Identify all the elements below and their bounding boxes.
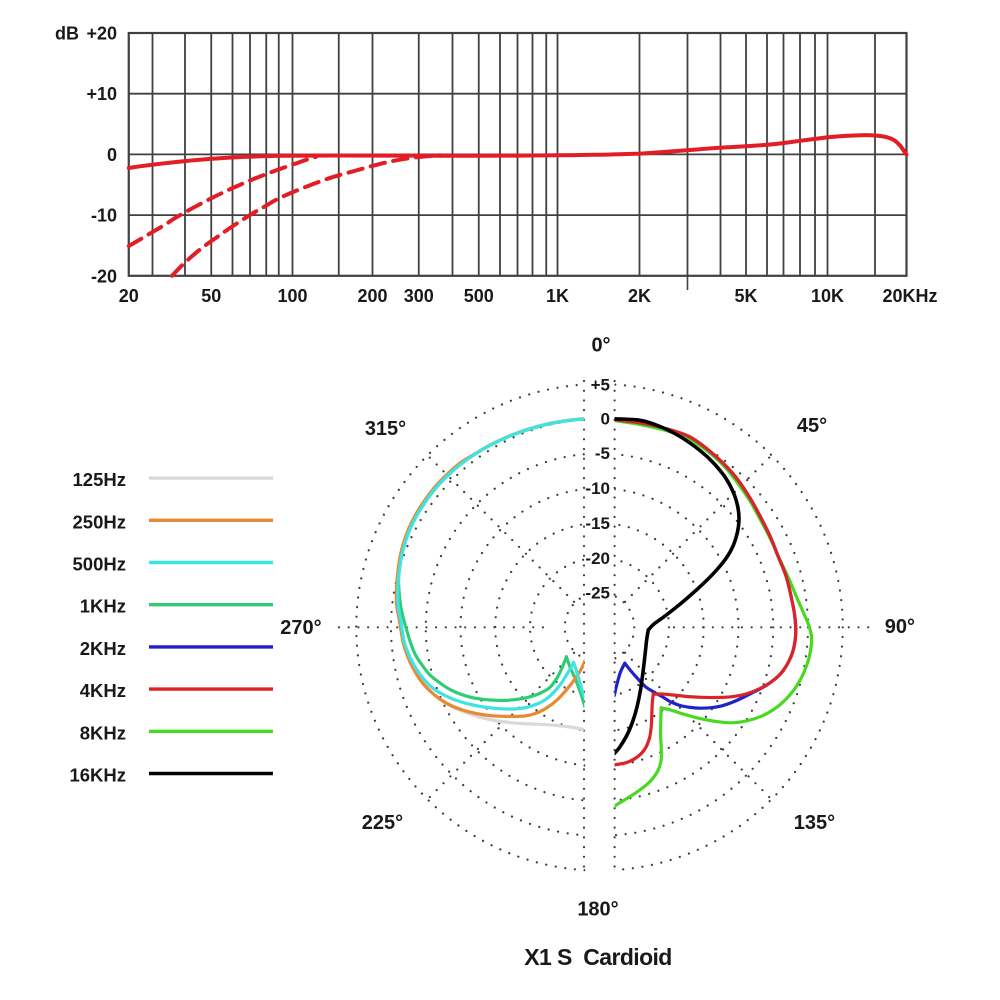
svg-text:20: 20 [119,286,139,306]
svg-text:90°: 90° [885,616,915,638]
svg-text:100: 100 [277,286,307,306]
svg-text:500Hz: 500Hz [73,554,126,575]
svg-text:10K: 10K [811,286,844,306]
svg-text:135°: 135° [794,812,835,834]
svg-text:0: 0 [601,410,610,429]
svg-text:X1 S Cardioid: X1 S Cardioid [524,944,672,970]
svg-text:1KHz: 1KHz [80,596,126,617]
svg-text:300: 300 [404,286,434,306]
svg-text:8KHz: 8KHz [80,722,126,743]
svg-text:16KHz: 16KHz [69,765,126,786]
svg-text:315°: 315° [365,418,406,440]
svg-text:125Hz: 125Hz [73,469,126,490]
svg-text:+10: +10 [86,84,117,104]
svg-text:dB: dB [55,24,79,44]
svg-text:0: 0 [107,145,117,165]
svg-text:-10: -10 [585,479,610,498]
svg-text:2KHz: 2KHz [80,638,126,659]
svg-text:+20: +20 [86,24,117,44]
svg-text:-20: -20 [585,549,610,568]
svg-text:180°: 180° [577,899,618,921]
svg-text:250Hz: 250Hz [73,511,126,532]
svg-text:200: 200 [357,286,387,306]
svg-text:45°: 45° [797,415,827,437]
svg-text:-15: -15 [585,514,610,533]
svg-text:-25: -25 [585,584,610,603]
svg-text:500: 500 [464,286,494,306]
svg-text:1K: 1K [546,286,569,306]
svg-text:-5: -5 [595,444,610,463]
svg-text:0°: 0° [591,335,610,357]
svg-text:-20: -20 [91,266,117,286]
svg-text:270°: 270° [280,617,321,639]
svg-text:50: 50 [201,286,221,306]
svg-text:+5: +5 [591,375,610,394]
svg-text:5K: 5K [734,286,757,306]
svg-text:4KHz: 4KHz [80,680,126,701]
svg-text:225°: 225° [362,812,403,834]
svg-text:2K: 2K [628,286,651,306]
svg-text:-10: -10 [91,206,117,226]
svg-text:20KHz: 20KHz [882,286,937,306]
